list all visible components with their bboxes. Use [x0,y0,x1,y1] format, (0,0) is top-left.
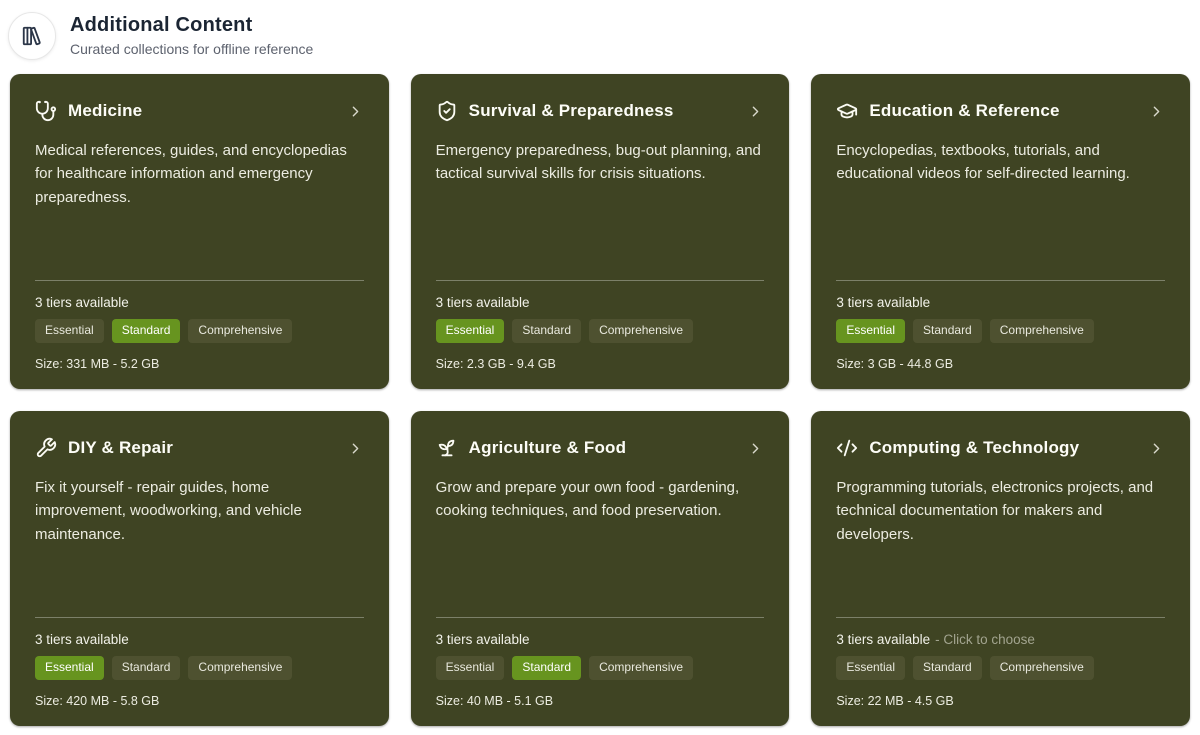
tiers-available-label: 3 tiers available [435,632,530,648]
tiers-available-label: 3 tiers available [435,295,530,311]
tier-badges: Essential Standard Comprehensive [35,656,364,680]
tier-badge-standard[interactable]: Standard [512,656,582,680]
card-divider [435,617,765,619]
code-icon [836,437,858,459]
tier-badge-standard[interactable]: Standard [111,656,181,680]
card-header: Agriculture & Food [436,437,765,459]
size-label: Size: 40 MB - 5.1 GB [435,694,554,708]
card-header: Medicine [35,100,364,122]
tier-badge-essential[interactable]: Essential [435,656,505,680]
tiers-line: 3 tiers available - Click to choose [836,632,1165,647]
tiers-line: 3 tiers available [436,632,765,647]
card-title: Agriculture & Food [468,438,627,457]
collection-card-medicine[interactable]: Medicine Medical references, guides, and… [10,74,389,389]
card-description: Programming tutorials, electronics proje… [836,479,1154,543]
tier-badge-standard[interactable]: Standard [111,319,181,343]
tier-badge-standard[interactable]: Standard [913,656,982,680]
tier-badge-essential[interactable]: Essential [35,319,104,343]
size-label: Size: 2.3 GB - 9.4 GB [435,357,556,371]
card-title: Education & Reference [869,101,1060,120]
tier-badges: Essential Standard Comprehensive [435,656,765,680]
card-title: Computing & Technology [869,438,1080,457]
card-title: DIY & Repair [68,438,174,457]
tiers-available-label: 3 tiers available [836,295,931,311]
collection-card-computing-technology[interactable]: Computing & Technology Programming tutor… [811,411,1190,726]
graduation-cap-icon [836,100,858,122]
tier-badges: Essential Standard Comprehensive [836,656,1165,680]
card-divider [836,280,1165,282]
tier-badges: Essential Standard Comprehensive [435,319,765,343]
size-label: Size: 420 MB - 5.8 GB [35,694,160,708]
collection-card-agriculture-food[interactable]: Agriculture & Food Grow and prepare your… [410,411,790,726]
tiers-available-label: 3 tiers available [35,295,129,311]
card-header: DIY & Repair [35,437,364,459]
card-description: Grow and prepare your own food - gardeni… [435,479,740,520]
wrench-icon [35,437,57,459]
tier-badge-essential[interactable]: Essential [836,656,906,680]
card-title: Survival & Preparedness [468,101,674,120]
collection-card-education-reference[interactable]: Education & Reference Encyclopedias, tex… [811,74,1190,389]
tier-badge-standard[interactable]: Standard [512,319,582,343]
tiers-line: 3 tiers available [836,295,1165,310]
size-label: Size: 22 MB - 4.5 GB [836,694,954,708]
tier-badge-comprehensive[interactable]: Comprehensive [989,656,1094,680]
page-title: Additional Content [70,14,253,36]
tier-badge-essential[interactable]: Essential [435,319,505,343]
card-description: Encyclopedias, textbooks, tutorials, and… [836,142,1130,183]
tier-badge-comprehensive[interactable]: Comprehensive [589,656,694,680]
tier-badge-comprehensive[interactable]: Comprehensive [589,319,694,343]
card-divider [435,280,765,282]
card-header: Education & Reference [836,100,1165,122]
tier-badge-essential[interactable]: Essential [35,656,104,680]
collections-grid: Medicine Medical references, guides, and… [0,74,1200,726]
tiers-line: 3 tiers available [35,632,364,647]
tier-badge-comprehensive[interactable]: Comprehensive [188,656,293,680]
library-books-icon [8,12,56,60]
click-to-choose-hint: - Click to choose [935,632,1035,648]
tiers-line: 3 tiers available [436,295,765,310]
size-label: Size: 331 MB - 5.2 GB [35,357,160,371]
chevron-right-icon [1148,103,1165,120]
card-divider [836,617,1165,619]
tiers-line: 3 tiers available [35,295,364,310]
shield-check-icon [436,100,458,122]
tier-badge-comprehensive[interactable]: Comprehensive [989,319,1094,343]
card-description: Fix it yourself - repair guides, home im… [35,479,302,543]
card-header: Survival & Preparedness [436,100,765,122]
tier-badge-essential[interactable]: Essential [836,319,906,343]
chevron-right-icon [747,440,764,457]
stethoscope-icon [35,100,57,122]
chevron-right-icon [347,103,364,120]
tiers-available-label: 3 tiers available [35,632,129,648]
chevron-right-icon [347,440,364,457]
collection-card-survival-preparedness[interactable]: Survival & Preparedness Emergency prepar… [410,74,790,389]
card-description: Emergency preparedness, bug-out planning… [435,142,761,183]
tier-badge-comprehensive[interactable]: Comprehensive [188,319,293,343]
tier-badge-standard[interactable]: Standard [913,319,982,343]
card-description: Medical references, guides, and encyclop… [35,142,347,206]
tiers-available-label: 3 tiers available [836,632,931,648]
tier-badges: Essential Standard Comprehensive [836,319,1165,343]
sprout-icon [436,437,458,459]
tier-badges: Essential Standard Comprehensive [35,319,364,343]
collection-card-diy-repair[interactable]: DIY & Repair Fix it yourself - repair gu… [10,411,389,726]
card-divider [35,617,364,619]
size-label: Size: 3 GB - 44.8 GB [836,357,954,371]
page-header: Additional Content Curated collections f… [0,0,1200,60]
card-divider [35,280,364,282]
chevron-right-icon [1148,440,1165,457]
page-subtitle: Curated collections for offline referenc… [70,41,314,57]
card-header: Computing & Technology [836,437,1165,459]
card-title: Medicine [68,101,143,120]
chevron-right-icon [747,103,764,120]
